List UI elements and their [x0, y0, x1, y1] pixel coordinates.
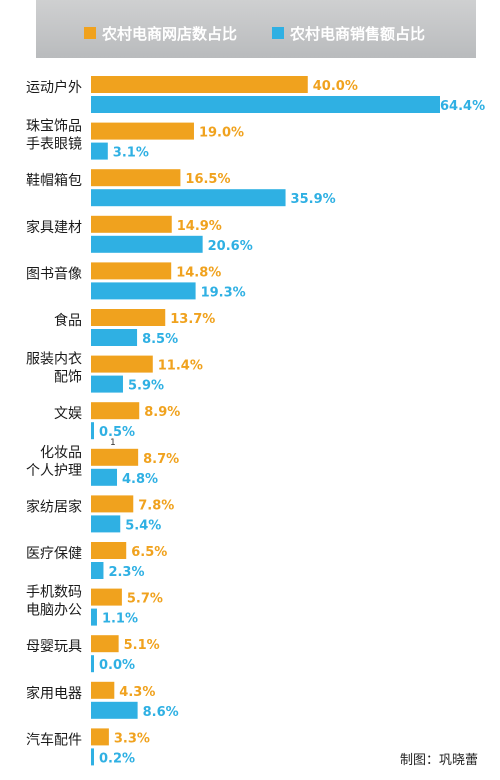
value-label-sales: 0.2% [99, 751, 135, 766]
bar-sales [91, 329, 138, 346]
value-label-shops: 4.3% [119, 685, 155, 700]
value-label-sales: 8.6% [143, 705, 179, 720]
value-label-sales: 1.1% [102, 612, 138, 627]
category-label: 运动户外 [26, 79, 82, 96]
category-label: 医疗保健 [26, 546, 82, 562]
value-label-shops: 13.7% [170, 312, 215, 327]
legend-swatch-orange [84, 27, 96, 39]
bar-sales [91, 96, 440, 113]
value-label-shops: 40.0% [313, 79, 358, 94]
legend-swatch-blue [272, 27, 284, 39]
bar-shops [91, 728, 109, 746]
bar-shops [91, 588, 122, 606]
value-label-sales: 20.6% [208, 239, 253, 254]
bar-sales [91, 562, 104, 579]
bar-shops [91, 495, 134, 513]
value-label-shops: 8.9% [144, 405, 180, 420]
bar-sales [91, 282, 196, 300]
value-label-shops: 14.9% [177, 219, 222, 234]
category-label: 母婴玩具 [26, 639, 82, 655]
bar-sales [91, 608, 97, 626]
category-label: 化妆品个人护理 [26, 445, 82, 479]
category-label: 图书音像 [26, 265, 82, 282]
bar-sales [91, 422, 94, 440]
bar-shops [91, 76, 308, 93]
legend-item-sales: 农村电商销售额占比 [272, 24, 426, 43]
value-label-sales: 4.8% [122, 472, 158, 487]
bar-shops [91, 309, 166, 326]
legend-label-sales: 农村电商销售额占比 [290, 24, 426, 43]
legend-label-shops: 农村电商网店数占比 [102, 24, 238, 43]
bar-shops [91, 169, 181, 187]
bar-sales [91, 189, 286, 207]
category-label: 家纺居家 [26, 498, 82, 515]
bar-shops [91, 262, 172, 280]
bar-sales [91, 748, 94, 766]
value-label-sales: 0.5% [99, 425, 135, 440]
category-label: 手机数码电脑办公 [26, 585, 82, 619]
value-label-shops: 16.5% [185, 172, 230, 187]
value-label-shops: 6.5% [131, 545, 167, 560]
value-label-sales: 35.9% [291, 192, 336, 207]
value-label-sales: 5.4% [125, 518, 161, 533]
bar-sales [91, 142, 108, 160]
value-label-shops: 8.7% [143, 452, 179, 467]
bar-sales [91, 235, 203, 253]
bar-shops [91, 215, 172, 233]
value-label-shops: 11.4% [158, 359, 203, 374]
value-label-sales: 3.1% [113, 146, 149, 161]
footnote-marker: 1 [110, 438, 116, 448]
bar-shops [91, 402, 140, 420]
bar-shops [91, 681, 115, 699]
category-label: 鞋帽箱包 [26, 173, 82, 189]
legend-item-shops: 农村电商网店数占比 [84, 24, 238, 43]
value-label-shops: 14.8% [176, 265, 221, 280]
value-label-shops: 5.7% [127, 592, 163, 607]
bar-sales [91, 468, 118, 486]
bar-sales [91, 655, 94, 673]
value-label-shops: 7.8% [138, 498, 174, 513]
category-label: 家用电器 [26, 685, 82, 702]
value-label-sales: 5.9% [128, 379, 164, 394]
value-label-sales: 19.3% [201, 285, 246, 300]
chart-credit: 制图：巩晓蕾 [399, 753, 478, 768]
legend-bar: 农村电商网店数占比 农村电商销售额占比 [36, 0, 476, 58]
value-label-sales: 8.5% [142, 332, 178, 347]
category-label: 食品 [54, 312, 82, 329]
bar-shops [91, 635, 119, 653]
category-label: 服装内衣配饰 [26, 352, 82, 386]
category-label: 汽车配件 [26, 731, 82, 748]
value-label-shops: 5.1% [124, 638, 160, 653]
bar-sales [91, 701, 138, 719]
category-label: 家具建材 [26, 219, 82, 236]
bar-shops [91, 122, 194, 140]
bar-shops [91, 355, 153, 373]
bar-shops [91, 448, 139, 466]
value-label-shops: 19.0% [199, 126, 244, 141]
bar-shops [91, 542, 127, 559]
value-label-sales: 2.3% [108, 565, 144, 580]
category-label: 珠宝饰品手表眼镜 [26, 119, 82, 153]
bar-sales [91, 375, 123, 393]
value-label-sales: 0.0% [99, 658, 135, 673]
value-label-sales: 64.4% [440, 99, 485, 114]
category-label: 文娱 [54, 406, 82, 422]
bar-sales [91, 515, 121, 533]
value-label-shops: 3.3% [114, 731, 150, 746]
